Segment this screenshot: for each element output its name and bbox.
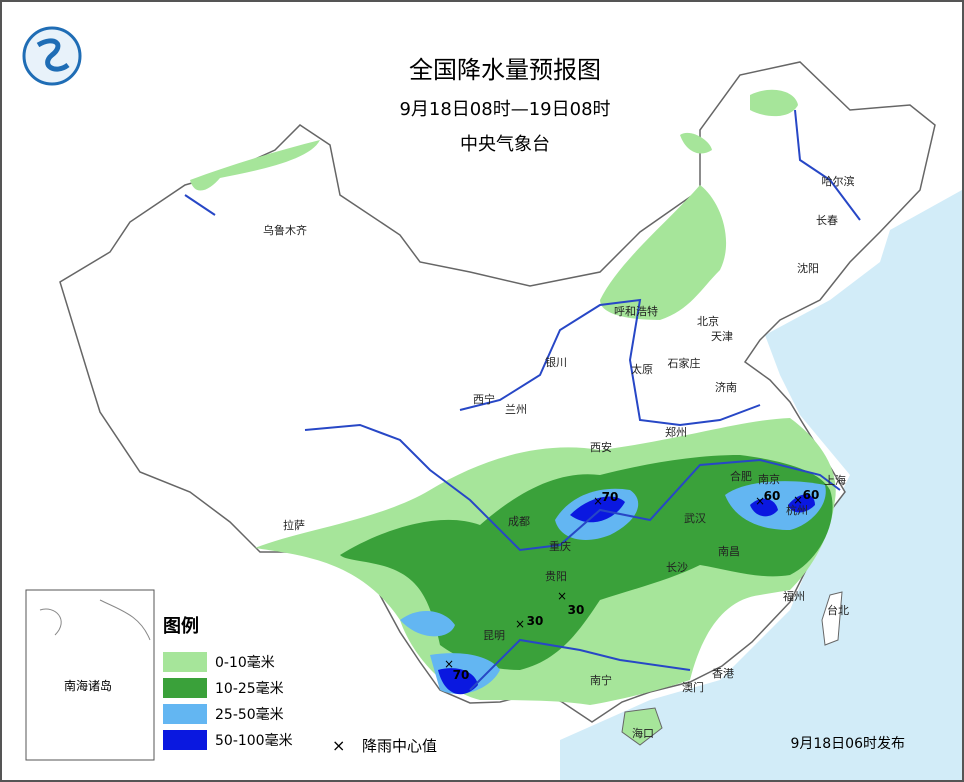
city-label: 拉萨 bbox=[283, 518, 305, 532]
city-label: 武汉 bbox=[684, 512, 706, 525]
rain-center-value: 30 bbox=[527, 614, 544, 628]
city-label: 太原 bbox=[631, 363, 653, 376]
city-label: 北京 bbox=[697, 314, 719, 328]
city-label: 长沙 bbox=[666, 561, 688, 574]
legend-swatch bbox=[163, 730, 207, 750]
city-label: 长春 bbox=[816, 214, 838, 227]
city-label: 香港 bbox=[712, 667, 734, 680]
city-label: 福州 bbox=[783, 589, 805, 603]
rain-center-value: 70 bbox=[453, 668, 470, 682]
subtitle: 9月18日08时—19日08时 bbox=[399, 99, 610, 120]
city-label: 郑州 bbox=[665, 425, 687, 439]
city-label: 昆明 bbox=[483, 629, 505, 642]
city-label: 澳门 bbox=[682, 680, 704, 694]
logo bbox=[22, 26, 82, 86]
rivers bbox=[184, 109, 861, 691]
ocean bbox=[560, 190, 962, 780]
legend-label: 25-50毫米 bbox=[215, 706, 284, 723]
city-label: 济南 bbox=[715, 380, 737, 394]
legend-swatch bbox=[163, 678, 207, 698]
center-cross: × bbox=[515, 617, 525, 631]
rain-centers: ×70 ×60 × 60× 30×30×70 bbox=[444, 488, 819, 682]
city-label: 合肥 bbox=[730, 469, 752, 483]
city-label: 乌鲁木齐 bbox=[263, 223, 307, 237]
city-label: 哈尔滨 bbox=[822, 174, 855, 188]
city-label: 西宁 bbox=[473, 392, 495, 406]
city-label: 沈阳 bbox=[797, 261, 819, 275]
rain-center-value: 70 bbox=[602, 490, 619, 504]
city-label: 南京 bbox=[758, 472, 780, 486]
center-cross: × bbox=[444, 657, 454, 671]
legend-label: 0-10毫米 bbox=[215, 654, 275, 671]
issuer: 中央气象台 bbox=[460, 134, 550, 155]
legend-label: 50-100毫米 bbox=[215, 732, 293, 749]
legend-center-label: 降雨中心值 bbox=[362, 737, 437, 755]
city-label: 贵阳 bbox=[545, 570, 567, 583]
center-cross: × bbox=[593, 494, 603, 508]
city-label: 天津 bbox=[711, 330, 733, 343]
city-label: 兰州 bbox=[505, 403, 527, 416]
city-label: 海口 bbox=[632, 726, 654, 740]
city-label: 南宁 bbox=[590, 673, 612, 687]
hainan bbox=[621, 707, 663, 746]
rain-center-value: 60 bbox=[764, 489, 781, 503]
city-label: 成都 bbox=[508, 515, 530, 528]
legend-label: 10-25毫米 bbox=[215, 680, 284, 697]
center-cross: × bbox=[793, 493, 803, 507]
inset: 南海诸岛 bbox=[25, 589, 155, 761]
city-label: 呼和浩特 bbox=[614, 304, 658, 318]
legend-swatch bbox=[163, 652, 207, 672]
inset-label: 南海诸岛 bbox=[64, 678, 112, 693]
city-label: 石家庄 bbox=[668, 356, 701, 370]
city-label: 上海 bbox=[824, 473, 846, 487]
city-label: 重庆 bbox=[549, 539, 571, 553]
rain-center-value: 60 bbox=[803, 488, 820, 502]
rain-areas bbox=[190, 89, 836, 705]
city-label: 银川 bbox=[545, 355, 567, 369]
issued-note: 9月18日06时发布 bbox=[790, 736, 905, 752]
city-label: 西安 bbox=[590, 440, 612, 454]
center-cross: × bbox=[557, 589, 567, 603]
rain-center-value: 30 bbox=[568, 603, 585, 617]
taiwan bbox=[821, 591, 843, 646]
legend: 图例 × 降雨中心值 0-10毫米 10-25毫米 25-50毫米 50-100毫米 bbox=[163, 615, 437, 755]
center-cross: × bbox=[755, 494, 765, 508]
city-label: 台北 bbox=[827, 603, 849, 617]
title: 全国降水量预报图 bbox=[409, 56, 601, 84]
city-label: 杭州 bbox=[786, 503, 808, 517]
legend-symbol: × bbox=[332, 736, 345, 755]
city-label: 南昌 bbox=[718, 545, 740, 558]
legend-title: 图例 bbox=[163, 615, 199, 637]
legend-swatch bbox=[163, 704, 207, 724]
